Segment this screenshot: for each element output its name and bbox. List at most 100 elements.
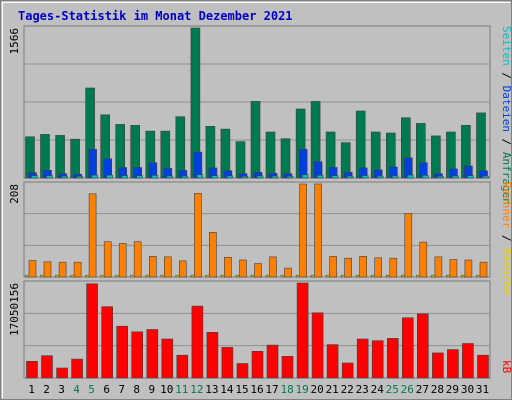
x-tick-day-31: 31 <box>476 383 489 396</box>
bar-seiten-day-20 <box>316 175 324 179</box>
bar-dateien-day-5 <box>88 149 97 179</box>
bar-rechner-day-2 <box>43 261 52 278</box>
bar-seiten-day-6 <box>106 174 113 179</box>
bar-kb-day-19 <box>296 282 309 379</box>
side-label-part: / <box>500 228 512 248</box>
series-seiten <box>31 174 489 179</box>
x-tick-day-22: 22 <box>341 383 354 396</box>
bar-rechner-day-16 <box>254 263 262 278</box>
bar-rechner-day-31 <box>479 261 488 278</box>
side-label-right_top: Seiten / Dateien / Anfragen <box>500 26 512 205</box>
bar-anfragen-day-17 <box>265 131 276 179</box>
bar-anfragen-day-16 <box>250 101 261 179</box>
x-tick-day-19: 19 <box>295 383 308 396</box>
x-tick-day-26: 26 <box>401 383 414 396</box>
bar-anfragen-day-15 <box>235 141 246 179</box>
series-rechner <box>28 183 488 278</box>
axis-max-label: 17050156 <box>8 283 21 336</box>
bar-seiten-day-5 <box>91 174 98 179</box>
bar-seiten-day-7 <box>121 175 128 179</box>
bar-kb-day-20 <box>311 312 324 379</box>
x-tick-day-18: 18 <box>280 383 293 396</box>
x-tick-day-21: 21 <box>326 383 339 396</box>
x-tick-day-25: 25 <box>386 383 399 396</box>
side-label-part: Besuche <box>500 248 512 294</box>
bar-kb-day-17 <box>266 344 279 379</box>
bar-seiten-day-14 <box>226 175 234 179</box>
x-tick-day-27: 27 <box>416 383 429 396</box>
bar-seiten-day-3 <box>61 175 68 179</box>
bar-rechner-day-11 <box>179 260 187 278</box>
bar-rechner-day-20 <box>314 183 322 278</box>
bar-rechner-day-12 <box>194 193 202 278</box>
bar-seiten-day-21 <box>331 175 339 179</box>
panel-requests: 1566 <box>8 25 491 179</box>
x-tick-day-30: 30 <box>461 383 474 396</box>
x-tick-day-8: 8 <box>133 383 140 396</box>
x-tick-day-3: 3 <box>58 383 65 396</box>
bar-seiten-day-19 <box>301 174 309 179</box>
bar-rechner-day-25 <box>389 257 398 278</box>
bar-seiten-day-2 <box>46 175 53 179</box>
bar-anfragen-day-1 <box>25 136 35 179</box>
bar-seiten-day-9 <box>151 175 159 179</box>
bar-rechner-day-21 <box>329 256 337 278</box>
bar-kb-day-5 <box>86 283 98 379</box>
series-anfragen <box>25 27 486 179</box>
bar-seiten-day-11 <box>181 175 189 179</box>
bar-rechner-day-3 <box>58 261 67 278</box>
bar-rechner-day-10 <box>164 256 172 278</box>
series-kb <box>26 282 489 379</box>
bar-seiten-day-17 <box>271 175 279 179</box>
bar-seiten-day-1 <box>31 175 38 179</box>
bar-kb-day-26 <box>401 317 414 379</box>
bar-seiten-day-4 <box>76 176 83 179</box>
bar-kb-day-23 <box>356 338 369 379</box>
chart-title: Tages-Statistik im Monat Dezember 2021 <box>18 9 293 23</box>
x-tick-day-17: 17 <box>265 383 278 396</box>
bar-seiten-day-8 <box>136 175 143 179</box>
bar-rechner-day-23 <box>359 256 368 278</box>
x-tick-day-29: 29 <box>446 383 459 396</box>
bar-kb-day-21 <box>326 344 339 379</box>
x-tick-day-16: 16 <box>250 383 263 396</box>
bar-seiten-day-28 <box>437 176 444 179</box>
side-label-right_mid: Rechner / Besuche <box>500 182 512 295</box>
side-label-part: Dateien <box>500 86 512 132</box>
bar-kb-day-18 <box>281 355 294 379</box>
x-tick-day-12: 12 <box>190 383 203 396</box>
panel-visits: 208 <box>8 181 491 278</box>
bar-kb-day-30 <box>462 343 474 379</box>
bar-kb-day-24 <box>371 340 384 379</box>
side-label-part: kB <box>500 360 512 374</box>
bar-seiten-day-24 <box>376 175 384 179</box>
bar-kb-day-27 <box>416 313 429 379</box>
bar-seiten-day-31 <box>482 175 489 179</box>
x-tick-day-24: 24 <box>371 383 385 396</box>
bar-kb-day-10 <box>161 338 174 379</box>
bar-kb-day-14 <box>221 347 234 379</box>
bar-kb-day-8 <box>131 331 143 379</box>
panel-kb: 17050156 <box>8 280 491 379</box>
x-tick-labels: 1 2 3 4 5 6 7 8 9 10 11 12 13 14 15 16 17 18 19 20 21 22 23 24 2… <box>28 383 489 396</box>
x-tick-day-4: 4 <box>73 383 80 396</box>
bar-rechner-day-27 <box>419 241 428 278</box>
x-tick-day-1: 1 <box>28 383 35 396</box>
bar-seiten-day-15 <box>241 176 249 179</box>
x-tick-day-7: 7 <box>118 383 125 396</box>
panel-background <box>23 181 491 278</box>
bar-rechner-day-1 <box>28 260 37 278</box>
side-label-part: Anfragen <box>500 152 512 205</box>
x-tick-day-23: 23 <box>356 383 369 396</box>
x-tick-day-15: 15 <box>235 383 248 396</box>
bar-rechner-day-24 <box>374 257 383 278</box>
bar-rechner-day-30 <box>464 259 473 278</box>
bar-kb-day-16 <box>251 350 264 379</box>
bar-anfragen-day-4 <box>70 138 80 179</box>
bar-kb-day-22 <box>341 362 354 379</box>
bar-kb-day-29 <box>447 349 459 379</box>
bar-seiten-day-29 <box>452 175 459 179</box>
bar-seiten-day-25 <box>391 175 399 179</box>
bar-rechner-day-8 <box>133 241 142 278</box>
